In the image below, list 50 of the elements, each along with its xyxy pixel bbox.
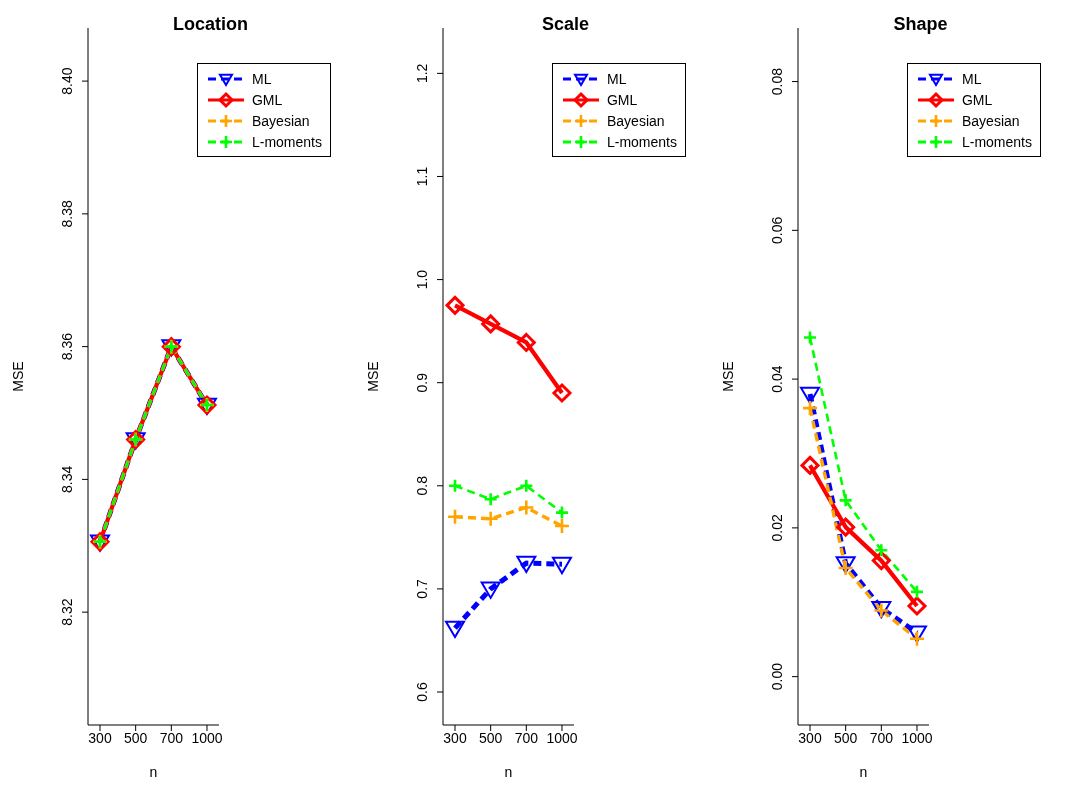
y-tick-label: 0.6: [414, 682, 430, 702]
x-tick-label: 500: [478, 729, 503, 746]
y-tick-label: 0.06: [769, 216, 785, 244]
legend-label: L-moments: [961, 133, 1032, 150]
x-tick-label: 300: [88, 729, 112, 746]
x-tick-label: 700: [159, 729, 184, 746]
y-tick-label: 1.2: [414, 63, 430, 84]
x-axis-title: n: [504, 764, 513, 780]
x-tick-label: 700: [514, 729, 539, 746]
y-tick-label: 0.04: [769, 365, 785, 393]
legend-label: Bayesian: [606, 112, 665, 129]
legend-label: GML: [961, 91, 993, 108]
y-tick-label: 0.02: [769, 514, 785, 542]
x-tick-label: 300: [443, 729, 467, 746]
x-tick-label: 700: [869, 729, 894, 746]
x-tick-label: 1000: [546, 729, 578, 746]
legend-label: L-moments: [251, 133, 322, 150]
y-tick-label: 8.40: [59, 67, 75, 95]
x-tick-label: 1000: [191, 729, 223, 746]
y-tick-label: 8.36: [59, 332, 75, 361]
y-tick-label: 8.34: [59, 465, 75, 494]
chart-title: Location: [172, 14, 249, 35]
y-tick-label: 8.32: [59, 598, 75, 626]
legend-label: ML: [251, 70, 272, 87]
y-tick-label: 0.00: [769, 662, 785, 691]
y-tick-label: 0.08: [769, 67, 785, 96]
legend-label: L-moments: [606, 133, 677, 150]
y-tick-label: 0.8: [414, 475, 430, 496]
x-tick-label: 500: [833, 729, 858, 746]
legend-label: ML: [606, 70, 627, 87]
chart-title: Shape: [892, 14, 949, 35]
y-tick-label: 0.9: [414, 372, 430, 393]
y-tick-label: 1.0: [414, 269, 430, 290]
y-tick-label: 0.7: [414, 578, 430, 599]
x-axis-title: n: [149, 764, 158, 780]
y-axis-title: MSE: [9, 361, 26, 392]
legend-label: Bayesian: [961, 112, 1020, 129]
y-axis-title: MSE: [364, 361, 381, 392]
x-tick-label: 1000: [901, 729, 933, 746]
legend-label: GML: [251, 91, 283, 108]
legend-label: Bayesian: [251, 112, 310, 129]
y-axis-title: MSE: [719, 361, 736, 392]
x-tick-label: 500: [123, 729, 148, 746]
x-axis-title: n: [859, 764, 868, 780]
x-tick-label: 300: [798, 729, 822, 746]
y-tick-label: 1.1: [414, 166, 430, 187]
legend-label: GML: [606, 91, 638, 108]
chart-title: Scale: [540, 14, 590, 35]
y-tick-label: 8.38: [59, 200, 75, 228]
legend-label: ML: [961, 70, 982, 87]
